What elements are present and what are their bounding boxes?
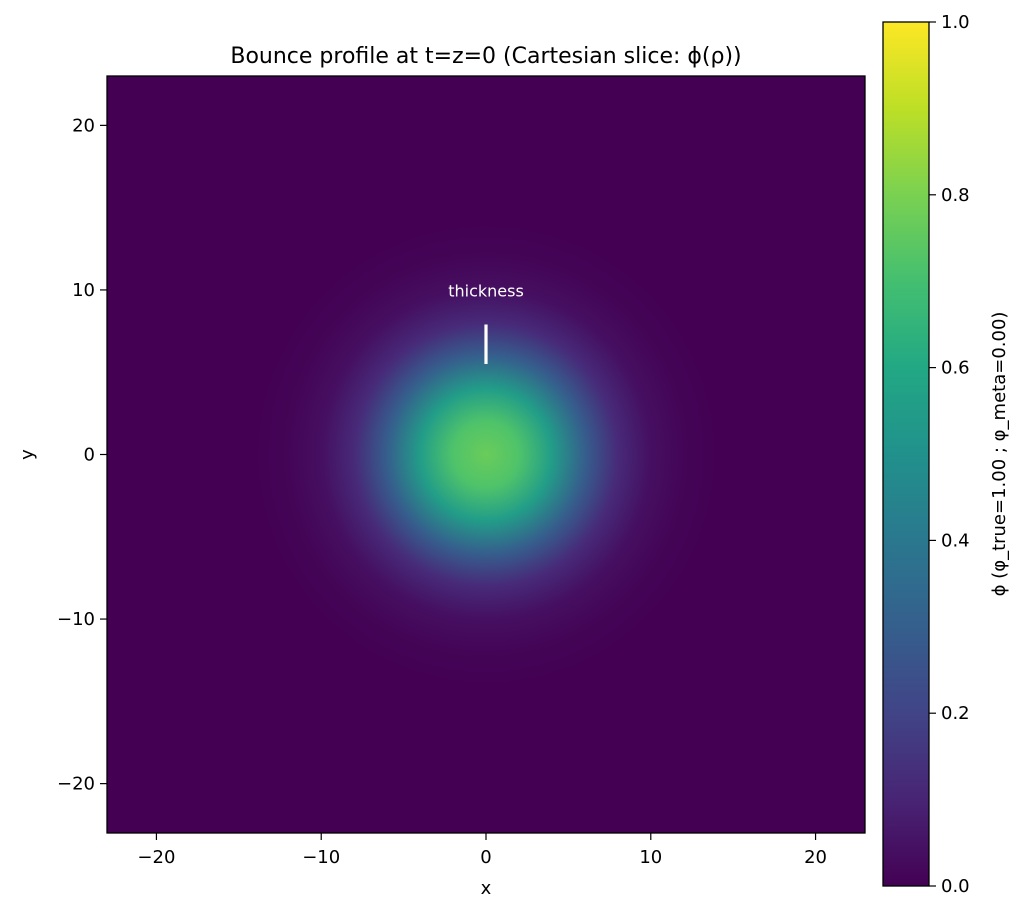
colorbar-tick-label: 0.8	[941, 185, 970, 206]
x-tick-label: 20	[804, 847, 827, 868]
y-axis-label: y	[17, 449, 38, 460]
plot-area: thickness	[106, 75, 866, 834]
x-axis: −20 −10 0 10 20	[137, 833, 827, 868]
y-axis: −20 −10 0 10 20	[57, 115, 107, 795]
colorbar-tick-label: 0.6	[941, 358, 970, 379]
y-tick-label: 20	[72, 115, 95, 136]
colorbar-tick-label: 0.0	[941, 876, 970, 897]
chart-title: Bounce profile at t=z=0 (Cartesian slice…	[230, 44, 741, 69]
colorbar-ticks: 0.0 0.2 0.4 0.6 0.8 1.0	[929, 12, 970, 897]
y-tick-label: −10	[57, 609, 95, 630]
x-tick-label: −10	[302, 847, 340, 868]
x-tick-label: 0	[480, 847, 491, 868]
y-tick-label: 0	[84, 445, 95, 466]
colorbar-tick-label: 0.4	[941, 530, 970, 551]
x-tick-label: 10	[639, 847, 662, 868]
colorbar-tick-label: 0.2	[941, 703, 970, 724]
colorbar-frame	[882, 21, 930, 887]
colorbar: 0.0 0.2 0.4 0.6 0.8 1.0 ϕ (φ_true=1.00 ; φ_me…	[882, 12, 1010, 897]
thickness-annotation: thickness	[448, 282, 524, 301]
colorbar-label: ϕ (φ_true=1.00 ; φ_meta=0.00)	[989, 312, 1010, 597]
colorbar-strip	[883, 22, 929, 886]
heatmap-bubble	[107, 76, 865, 833]
y-tick-label: 10	[72, 280, 95, 301]
colorbar-tick-label: 1.0	[941, 12, 970, 33]
x-axis-label: x	[481, 878, 492, 899]
y-tick-label: −20	[57, 774, 95, 795]
x-tick-label: −20	[137, 847, 175, 868]
